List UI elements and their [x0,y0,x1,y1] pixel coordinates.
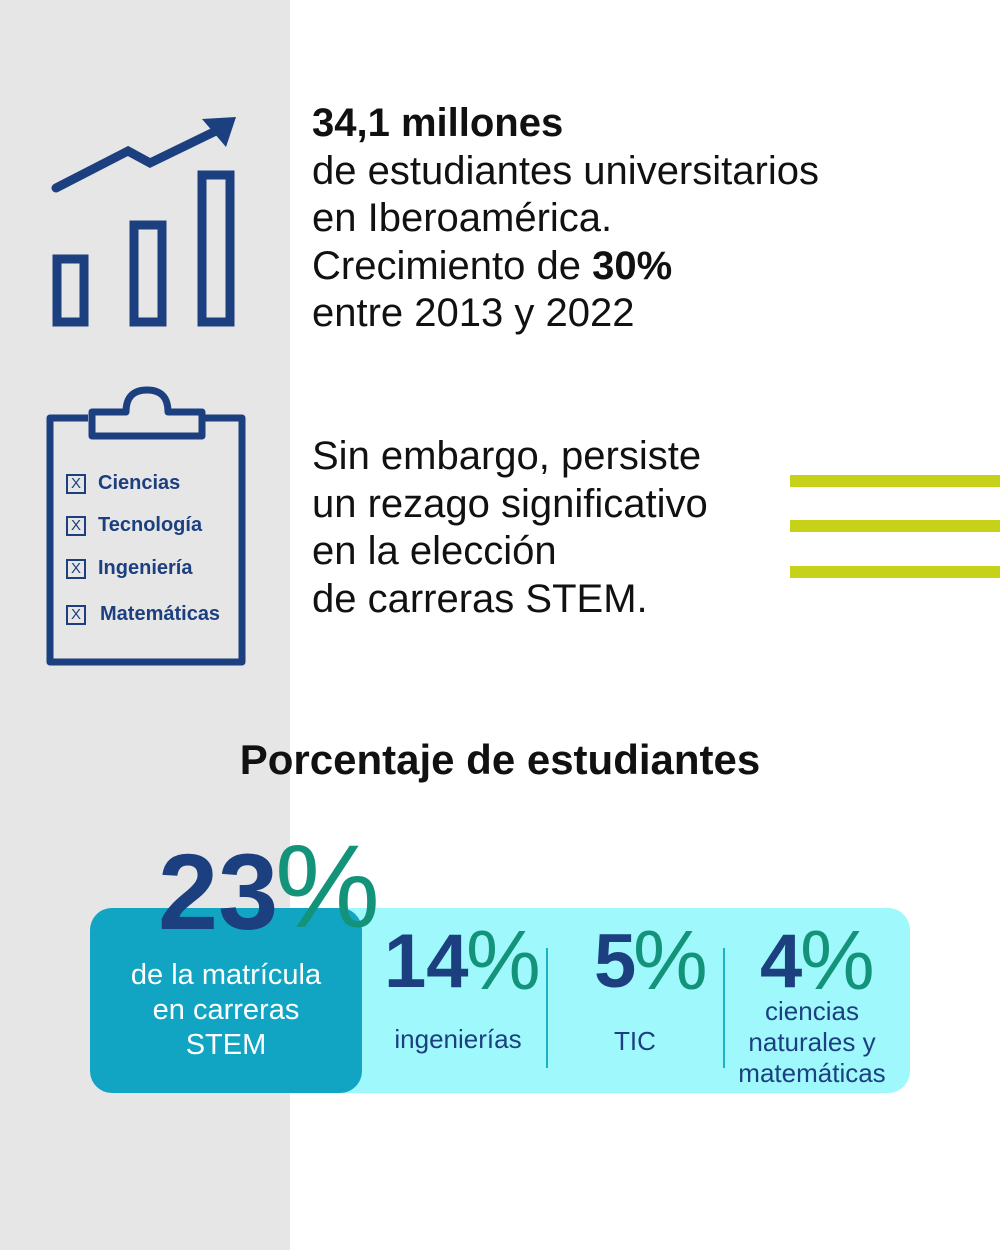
breakdown-number-ciencias: 4 [760,919,803,1004]
checkbox-icon: X [66,604,86,625]
breakdown-percent: % [633,913,708,1007]
main-stat-percent: % [275,821,380,953]
checkbox-icon: X [66,515,86,536]
clipboard-item-label: Matemáticas [100,603,221,625]
growth-rate-value: 30% [592,243,673,288]
growth-line-3: Crecimiento de 30% [312,243,673,288]
accent-stripe [790,475,1000,487]
lag-line-4: de carreras STEM. [312,576,648,621]
checkbox-icon: X [66,473,86,494]
lag-line-3: en la elección [312,529,557,573]
divider [723,948,725,1068]
section-title: Porcentaje de estudiantes [239,736,761,783]
clipboard-item-ciencias: X Ciencias [66,472,180,495]
breakdown-percent: % [466,913,541,1007]
clipboard-item-label: Ciencias [98,472,181,494]
clipboard-item-label: Tecnología [98,514,203,536]
breakdown-percent: % [800,913,875,1007]
growth-line-2: en Iberoamérica. [312,196,613,240]
divider [546,948,548,1068]
accent-stripe [790,520,1000,532]
checkbox-icon: X [66,558,86,579]
lag-line-2: un rezago significativo [312,481,708,526]
main-stat-panel [90,908,362,1093]
breakdown-number-tic: 5 [594,919,637,1004]
main-stat-number: 23 [158,831,279,952]
breakdown-label-tic: TIC [614,1026,656,1056]
clipboard-item-label: Ingeniería [98,557,193,579]
clipboard-item-matematicas: X Matemáticas [66,603,220,626]
growth-chart-icon [51,117,236,327]
breakdown-label-ingenierias: ingenierías [394,1024,522,1054]
clipboard-icon [46,386,246,666]
lag-line-1: Sin embargo, persiste [312,434,702,478]
breakdown-label-ciencias: ciencias naturales y matemáticas [738,996,886,1088]
accent-stripe [790,566,1000,578]
clipboard-item-tecnologia: X Tecnología [66,514,202,537]
growth-line-1: de estudiantes universitarios [312,148,819,193]
clipboard-item-ingenieria: X Ingeniería [66,557,192,580]
breakdown-panel [340,908,910,1093]
growth-line-4: entre 2013 y 2022 [312,291,635,335]
growth-statement: 34,1 millones de estudiantes universitar… [312,100,972,338]
main-stat-description: de la matrícula en carreras STEM [130,959,322,1061]
breakdown-number-ingenierias: 14 [384,919,469,1004]
growth-headline: 34,1 millones [312,101,564,145]
stem-lag-statement: Sin embargo, persiste un rezago signific… [312,433,782,623]
